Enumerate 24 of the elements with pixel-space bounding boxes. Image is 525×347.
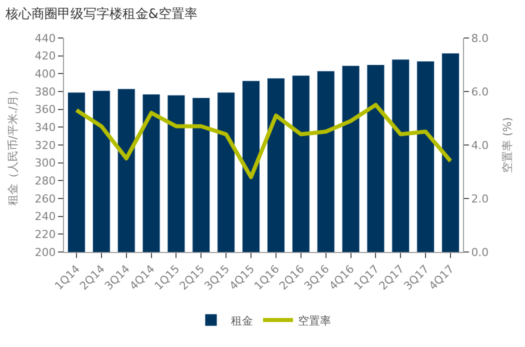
y-axis-title: 租金（人民币/平米./月）	[6, 84, 20, 206]
y-tick-label: 200	[34, 246, 56, 259]
y-tick-label: 240	[34, 210, 56, 224]
y2-tick-label: 4.0	[471, 138, 489, 152]
y-tick-label: 220	[34, 228, 56, 242]
y-tick-label: 280	[34, 174, 56, 188]
y-tick-label: 340	[34, 121, 56, 134]
y-tick-label: 300	[34, 156, 56, 170]
legend-label: 租金	[231, 314, 253, 328]
y2-tick-label: 0.0	[471, 246, 489, 259]
chart-title: 核心商圈甲级写字楼租金&空置率	[4, 6, 198, 22]
y2-axis-title: 空置率 (%)	[500, 117, 514, 173]
y-tick-label: 440	[34, 32, 56, 45]
y2-tick-label: 2.0	[471, 192, 489, 206]
y-tick-label: 380	[34, 85, 56, 98]
y2-tick-label: 8.0	[471, 32, 489, 45]
y-tick-label: 320	[34, 138, 56, 152]
y-tick-label: 260	[34, 192, 56, 206]
line-series	[74, 102, 453, 180]
y-tick-label: 360	[34, 103, 56, 116]
y2-tick-label: 6.0	[471, 85, 489, 98]
y-tick-label: 420	[34, 50, 56, 63]
legend-label: 空置率	[298, 314, 331, 328]
y-tick-label: 400	[34, 68, 56, 81]
